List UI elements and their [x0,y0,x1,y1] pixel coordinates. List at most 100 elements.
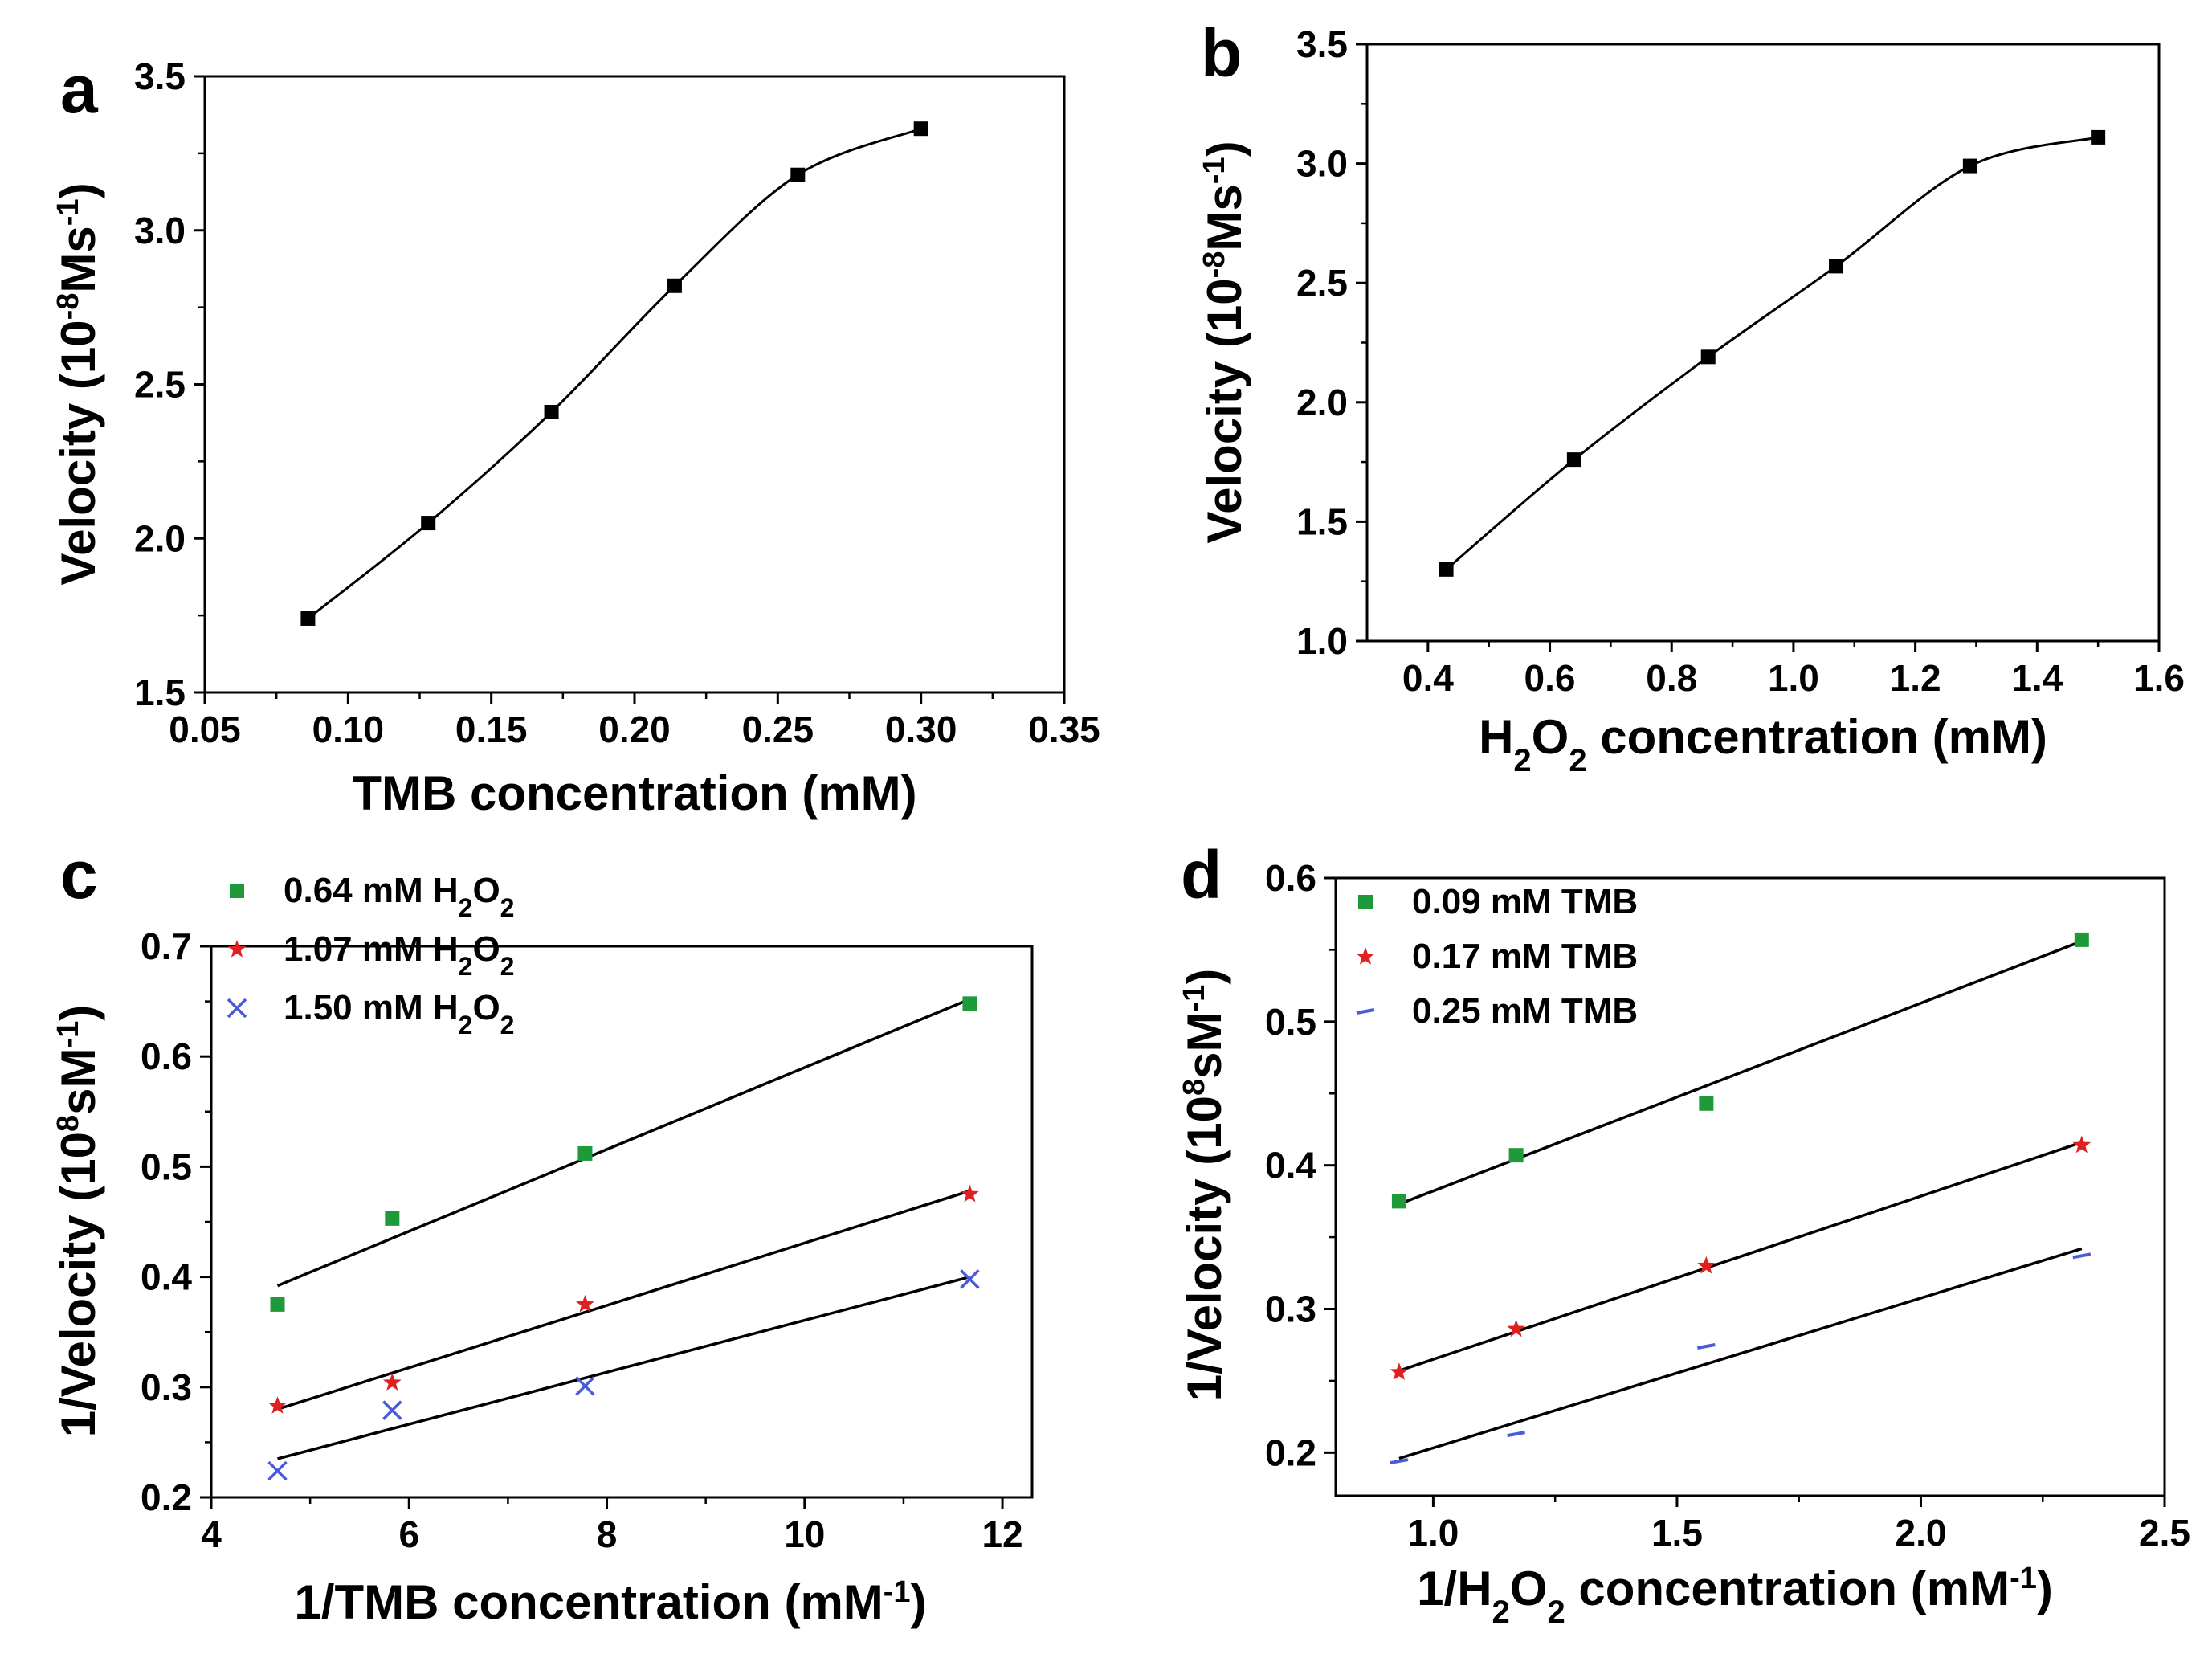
fit-curve [307,127,922,620]
panel-c: c 4 6 8 10 12 0.2 0.3 0.4 0.5 0.6 0.7 1/TMB concentr… [51,837,1034,1629]
data-point [913,121,928,137]
legend-label: 0.17 mM TMB [1412,937,1638,976]
fit-line [1398,1247,2083,1460]
y-tick-label: 0.6 [141,1035,192,1077]
y-tick-label: 0.5 [1265,1001,1316,1043]
panel-letter: b [1201,15,1242,91]
data-point [1391,1194,1406,1209]
plot-frame [203,75,1066,694]
fit-line [277,1275,970,1460]
data-point [1829,259,1844,274]
data-point [1699,1096,1714,1111]
x-tick-label: 0.4 [1402,657,1454,699]
x-tick-label: 0.05 [169,709,241,750]
x-tick-label: 12 [982,1513,1022,1555]
data-point [2072,1135,2092,1154]
data-point [790,167,806,182]
y-tick-label: 0.3 [1265,1288,1316,1330]
data-point [667,278,682,293]
data-point [2072,1252,2092,1260]
panel-b: b 0.4 0.6 0.8 1.0 1.2 1.4 1.6 1.0 1.5 2.0 2.5 3.0 3.5… [1198,15,2185,778]
x-axis-title: 1/H2O2 concentration (mM-1) [1417,1562,2053,1630]
data-point [270,1297,285,1312]
data-point [544,405,559,420]
data-point [382,1400,402,1420]
x-tick-label: 2.5 [2139,1512,2190,1554]
series-3 [267,1269,980,1481]
y-tick-label: 3.5 [1296,23,1348,65]
series-1 [300,121,928,626]
series-2 [1390,1135,2092,1380]
y-axis-title: Velocity (10-8Ms-1) [1198,141,1251,543]
panel-letter: a [60,51,99,127]
data-point [1507,1319,1525,1337]
x-axis-title: 1/TMB concentration (mM-1) [294,1575,926,1629]
x-axis-title: H2O2 concentration (mM) [1479,710,2047,778]
legend-label: 1.50 mM H2O2 [284,988,514,1039]
legend-marker [230,884,244,898]
legend-marker [227,940,247,958]
data-point [267,1460,288,1481]
x-tick-label: 1.6 [2133,657,2185,699]
data-point [962,996,977,1011]
y-tick-label: 1.5 [1296,500,1348,542]
x-tick-label: 0.25 [742,709,814,750]
data-point [1962,158,1977,174]
legend-marker [227,998,247,1019]
x-tick-label: 1.5 [1651,1512,1703,1554]
x-tick-label: 1.0 [1407,1512,1459,1554]
fit-line [276,1189,970,1411]
data-point [421,516,436,531]
x-tick-label: 1.4 [2011,657,2063,699]
series-1 [1439,129,2106,577]
x-tick-label: 1.2 [1890,657,1941,699]
y-axis-title: 1/Velocity (108sM-1) [1177,969,1231,1402]
legend-item: 1.50 mM H2O2 [227,988,514,1039]
fit-line [1398,1141,2083,1373]
x-tick-label: 2.0 [1895,1512,1946,1554]
data-point [382,1373,402,1391]
legend-item: 1.07 mM H2O2 [227,929,514,981]
y-tick-label: 2.5 [1296,262,1348,304]
panel-d: d 1.0 1.5 2.0 2.5 0.2 0.3 0.4 0.5 0.6 1/H2O2 conce… [1177,837,2190,1630]
series-1 [1391,932,2089,1209]
y-tick-label: 0.2 [1265,1431,1316,1473]
x-tick-label: 0.15 [455,709,528,750]
y-tick-label: 0.7 [141,925,192,967]
legend-marker [1356,1008,1375,1015]
data-point [1508,1148,1524,1163]
x-tick-label: 1.0 [1768,657,1819,699]
x-tick-label: 0.6 [1524,657,1576,699]
data-point [1390,1362,1409,1380]
data-point [576,1294,594,1313]
x-tick-label: 0.30 [885,709,957,750]
legend-marker [1356,947,1375,965]
y-tick-label: 2.0 [1296,382,1348,423]
legend-item: 0.09 mM TMB [1358,882,1638,921]
legend-label: 0.09 mM TMB [1412,882,1638,921]
data-point [575,1376,595,1396]
x-tick-label: 0.35 [1028,709,1100,750]
x-axis-title: TMB concentration (mM) [352,766,916,820]
x-tick-label: 8 [597,1513,618,1555]
data-point [961,1184,979,1203]
y-tick-label: 3.0 [1296,143,1348,185]
legend-item: 0.64 mM H2O2 [230,871,514,922]
legend-label: 1.07 mM H2O2 [284,929,514,981]
data-point [1700,349,1716,365]
y-tick-label: 2.5 [134,364,186,406]
x-tick-label: 0.20 [598,709,671,750]
x-tick-label: 0.10 [312,709,385,750]
y-tick-label: 1.0 [1296,620,1348,662]
panel-letter: d [1181,837,1222,913]
legend-item: 0.25 mM TMB [1356,991,1638,1031]
data-point [2091,129,2106,145]
y-tick-label: 0.4 [141,1256,192,1298]
panel-a: a 0.05 0.10 0.15 0.20 0.25 0.30 0.35 1.5 2.0 2.5 3.… [51,51,1100,820]
y-tick-label: 3.5 [134,55,186,97]
y-tick-label: 3.0 [134,210,186,251]
series-3 [1390,1247,2092,1465]
y-axis-title: 1/Velocity (108sM-1) [51,1005,105,1438]
data-point [960,1269,980,1289]
